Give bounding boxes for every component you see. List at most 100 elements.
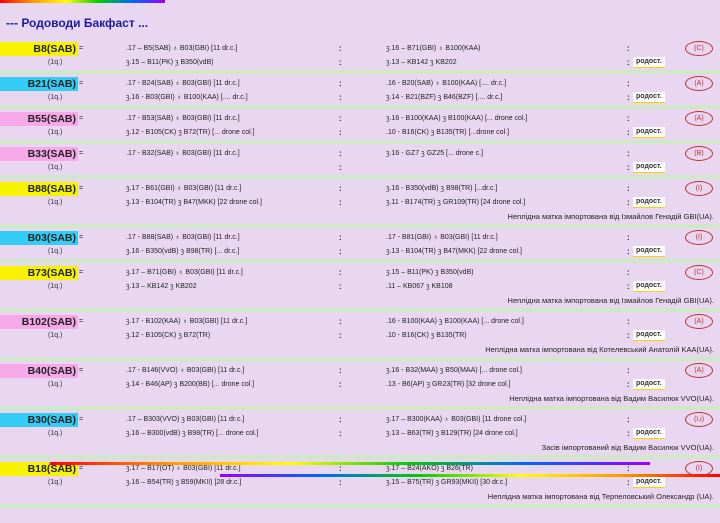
pedigree-link[interactable]: родост. (633, 246, 665, 257)
entry-row-1: B88(SAB) = ꝫ.17 - B61(GBI) ♁ B03(GBI) [11 … (0, 181, 720, 196)
code-highlight (0, 266, 78, 280)
code-highlight (0, 182, 78, 196)
separator: : (627, 317, 630, 326)
code-highlight (0, 364, 78, 378)
import-note: Неплідна матка імпортована від Вадим Вас… (509, 394, 714, 403)
entry-row-2: (1q.) ꝫ.12 - B105(CK) ꝫ B72(TR) [... dron… (0, 126, 720, 140)
equals-sign: = (79, 318, 84, 325)
entry-row-1: B18(SAB) = ꝫ.17 – B17(OT) ♁ B03(GBI) [11 d… (0, 461, 720, 476)
pedigree-entry: B30(SAB) = .17 – B303(VVO) ꝫ B03(GBI) [11 … (0, 412, 720, 459)
separator: : (339, 79, 342, 88)
import-note: Неплідна матка імпортована від Котелевсь… (485, 345, 714, 354)
type-tag: (I,i) (685, 412, 713, 427)
code-highlight (0, 42, 78, 56)
separator: : (627, 93, 630, 102)
mother-line-1: ꝫ.17 – B17(OT) ♁ B03(GBI) [11 dr.c.] (126, 465, 241, 472)
separator: : (339, 317, 342, 326)
pedigree-entry: B8(SAB) = .17 – B5(SAB) ♁ B03(GBI) [11 dr.… (0, 41, 720, 74)
separator: : (339, 268, 342, 277)
entry-separator (0, 308, 720, 312)
separator: : (627, 478, 630, 487)
entry-row-2: (1q.) ꝫ.13 – KB142 ꝫ KB202: .11 – KB067 ꝫ … (0, 280, 720, 294)
mother-line-1: .17 - B32(SAB) ♁ B03(GBI) [11 dr.c.] (126, 150, 240, 157)
father-line-1: ꝫ.16 - B32(MAA) ꝫ B50(MAA) [... drone co… (386, 367, 522, 374)
mother-line-1: ꝫ.17 – B71(GBI) ♁ B03(GBI) [11 dr.c.] (126, 269, 243, 276)
type-tag: (A) (685, 314, 713, 329)
father-line-2: ꝫ.11 - B174(TR) ꝫ GR109(TR) [24 drone co… (386, 199, 526, 206)
type-tag: (I) (685, 230, 713, 245)
entry-separator (0, 105, 720, 109)
separator: : (627, 331, 630, 340)
separator: : (627, 184, 630, 193)
separator: : (339, 128, 342, 137)
pedigree-link[interactable]: родост. (633, 162, 665, 173)
code-highlight (0, 77, 78, 91)
queen-count: (1q.) (48, 199, 63, 206)
queen-count: (1q.) (48, 381, 63, 388)
father-line-1: ꝫ.16 - GZ7 ꝫ GZ25 [... drone c.] (386, 150, 484, 157)
pedigree-entry: B102(SAB) = ꝫ.17 - B102(KAA) ♁ B03(GBI) [1… (0, 314, 720, 361)
father-line-2: ꝫ.14 - B21(BZF) ꝫ B46(BZF) [.... dr.c.] (386, 94, 503, 101)
father-line-1: ꝫ.17 – B24(AKO) ꝫ B26(TR) (386, 465, 473, 472)
equals-sign: = (79, 416, 84, 423)
mother-line-2: ꝫ.14 - B46(AP) ꝫ B200(BB) [... drone col… (126, 381, 255, 388)
pedigree-entry: B40(SAB) = .17 - B146(VVO) ♁ B03(GBI) [11 … (0, 363, 720, 410)
code-highlight (0, 315, 78, 329)
import-note: Неплідна матка імпортована від Ізмайлов … (507, 212, 714, 221)
entry-separator (0, 259, 720, 263)
queen-count: (1q.) (48, 94, 63, 101)
import-note: Неплідна матка імпортована від Терпеловс… (487, 492, 714, 501)
separator: : (627, 366, 630, 375)
queen-count: (1q.) (48, 430, 63, 437)
equals-sign: = (79, 465, 84, 472)
separator: : (339, 464, 342, 473)
entry-row-1: B102(SAB) = ꝫ.17 - B102(KAA) ♁ B03(GBI) [1… (0, 314, 720, 329)
pedigree-link[interactable]: родост. (633, 428, 665, 439)
entry-row-2: (1q.) ꝫ.14 - B46(AP) ꝫ B200(BB) [... dron… (0, 378, 720, 392)
equals-sign: = (79, 269, 84, 276)
pedigree-link[interactable]: родост. (633, 92, 665, 103)
father-line-2: .13 - B6(AP) ꝫ GR23(TR) [32 drone col.] (386, 381, 511, 388)
pedigree-link[interactable]: родост. (633, 477, 665, 488)
pedigree-link[interactable]: родост. (633, 281, 665, 292)
pedigree-link[interactable]: родост. (633, 197, 665, 208)
entry-row-2: (1q.):: родост. (0, 161, 720, 175)
separator: : (339, 163, 342, 172)
father-line-1: ꝫ.15 – B11(PK) ꝫ B350(vdB) (386, 269, 474, 276)
mother-line-1: .17 – B5(SAB) ♁ B03(GBI) [11 dr.c.] (126, 45, 238, 52)
pedigree-list: B8(SAB) = .17 – B5(SAB) ♁ B03(GBI) [11 dr.… (0, 41, 720, 511)
separator: : (627, 79, 630, 88)
mother-line-2: ꝫ.16 - B350(vdB) ꝫ B98(TR) [... dr.c.] (126, 248, 240, 255)
queen-code: B55(SAB) (27, 113, 76, 125)
mother-line-2: ꝫ.16 – B300(vdB) ꝫ B98(TR) [... drone co… (126, 430, 259, 437)
bottom-rainbow-line-2 (220, 474, 720, 477)
pedigree-link[interactable]: родост. (633, 127, 665, 138)
pedigree-link[interactable]: родост. (633, 379, 665, 390)
page-title: --- Родоводи Бакфаст ... (6, 16, 149, 30)
separator: : (339, 93, 342, 102)
father-line-2: .10 - B16(CK) ꝫ B135(TR) [...drone col.] (386, 129, 510, 136)
queen-count: (1q.) (48, 129, 63, 136)
queen-count: (1q.) (48, 59, 63, 66)
type-tag: (B) (685, 146, 713, 161)
equals-sign: = (79, 115, 84, 122)
queen-code: B40(SAB) (27, 365, 76, 377)
entry-separator (0, 175, 720, 179)
pedigree-link[interactable]: родост. (633, 57, 665, 68)
pedigree-link[interactable]: родост. (633, 330, 665, 341)
mother-line-2: ꝫ.13 - B104(TR) ꝫ B47(MKK) [22 drone col… (126, 199, 262, 206)
entry-row-1: B55(SAB) = .17 - B53(SAB) ♁ B03(GBI) [11 d… (0, 111, 720, 126)
separator: : (627, 128, 630, 137)
pedigree-entry: B03(SAB) = .17 - B88(SAB) ♁ B03(GBI) [11 d… (0, 230, 720, 263)
separator: : (627, 415, 630, 424)
mother-line-2: ꝫ.12 - B105(CK) ꝫ B72(TR) (126, 332, 211, 339)
father-line-2: ꝫ.15 – B75(TR) ꝫ GR93(MKII) [30 dr.c.] (386, 479, 508, 486)
father-line-2: ꝫ.13 - B104(TR) ꝫ B47(MKK) [22 drone col… (386, 248, 522, 255)
separator: : (339, 478, 342, 487)
father-line-1: ꝫ.17 – B300(KAA) ♁ B03(GBI) [11 drone co… (386, 416, 527, 423)
entry-row-1: B8(SAB) = .17 – B5(SAB) ♁ B03(GBI) [11 dr.… (0, 41, 720, 56)
mother-line-1: .17 - B53(SAB) ♁ B03(GBI) [11 dr.c.] (126, 115, 240, 122)
type-tag: (A) (685, 76, 713, 91)
separator: : (339, 44, 342, 53)
queen-code: B102(SAB) (21, 316, 76, 328)
